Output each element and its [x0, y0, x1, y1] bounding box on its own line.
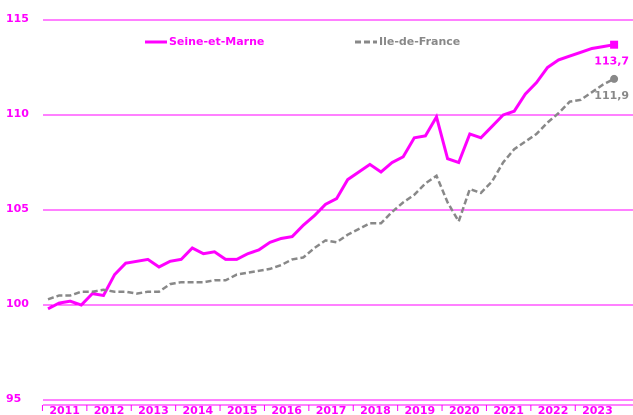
x-tick-label: 2017 — [316, 404, 347, 415]
legend-label: Ile-de-France — [379, 35, 460, 48]
x-tick-label: 2020 — [449, 404, 480, 415]
x-tick-label: 2011 — [49, 404, 80, 415]
value-label: 111,9 — [594, 89, 629, 102]
x-tick-label: 2018 — [360, 404, 391, 415]
series-line — [47, 77, 615, 301]
x-tick-label: 2013 — [138, 404, 169, 415]
y-tick-label: 105 — [6, 202, 29, 215]
x-tick-label: 2016 — [271, 404, 302, 415]
value-label: 113,7 — [594, 55, 629, 68]
y-tick-label: 110 — [6, 107, 29, 120]
series-line — [47, 43, 615, 311]
x-tick-label: 2023 — [582, 404, 613, 415]
x-tick-label: 2019 — [405, 404, 436, 415]
x-tick-label: 2015 — [227, 404, 258, 415]
x-tick-label: 2021 — [493, 404, 524, 415]
x-tick-label: 2022 — [538, 404, 569, 415]
y-tick-label: 100 — [6, 297, 29, 310]
end-marker — [610, 74, 619, 83]
y-tick-label: 95 — [6, 392, 21, 405]
y-tick-label: 115 — [6, 12, 29, 25]
x-tick-label: 2012 — [94, 404, 125, 415]
legend-label: Seine-et-Marne — [169, 35, 264, 48]
x-tick-label: 2014 — [183, 404, 214, 415]
end-marker — [610, 40, 619, 49]
